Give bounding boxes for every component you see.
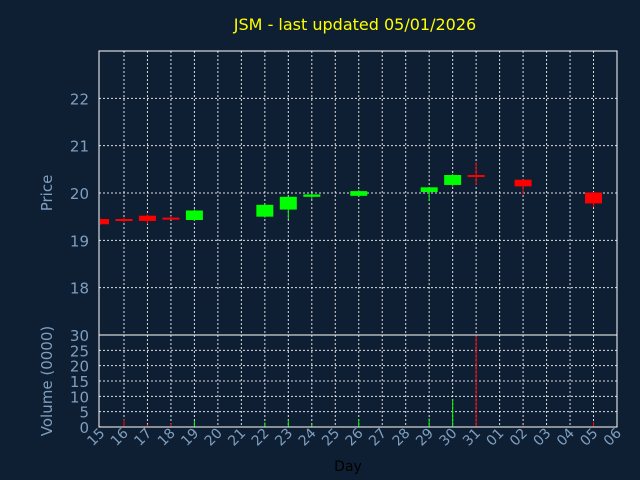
x-axis-label: Day bbox=[334, 459, 362, 475]
x-tick-label: 26 bbox=[343, 425, 367, 449]
x-tick-label: 02 bbox=[507, 426, 531, 450]
candle-body bbox=[185, 210, 203, 220]
x-tick-label: 24 bbox=[296, 425, 320, 449]
candle-body bbox=[162, 217, 180, 220]
x-tick-label: 06 bbox=[601, 425, 625, 449]
x-tick-label: 31 bbox=[460, 426, 484, 450]
candle-body bbox=[279, 196, 297, 210]
candle-body bbox=[100, 219, 109, 225]
candle-body bbox=[138, 215, 156, 221]
candle-body bbox=[585, 192, 603, 204]
price-tick-labels: 18 19 20 21 22 bbox=[70, 90, 89, 297]
x-tick-label: 05 bbox=[577, 426, 601, 450]
price-tick-label: 18 bbox=[70, 280, 89, 298]
price-tick-label: 22 bbox=[70, 90, 89, 108]
price-tick-label: 20 bbox=[70, 185, 89, 203]
volume-tick-label: 10 bbox=[70, 388, 89, 406]
volume-grid bbox=[99, 335, 617, 427]
candle-body bbox=[467, 175, 485, 178]
candle-body bbox=[350, 191, 368, 196]
volume-tick-label: 15 bbox=[70, 373, 89, 391]
x-tick-label: 04 bbox=[554, 425, 578, 449]
volume-panel-frame bbox=[98, 334, 618, 428]
candle-body bbox=[256, 204, 274, 217]
volume-tick-label: 30 bbox=[70, 327, 89, 345]
volume-tick-label: 5 bbox=[79, 404, 89, 422]
x-tick-label: 29 bbox=[413, 426, 437, 450]
candle-body bbox=[115, 219, 133, 222]
x-tick-labels: 15 16 17 18 19 20 21 22 23 24 25 26 27 28 29 30 31 01 02 03… bbox=[84, 425, 624, 449]
candle-body bbox=[420, 187, 438, 193]
x-tick-label: 22 bbox=[249, 426, 273, 450]
x-tick-label: 17 bbox=[131, 426, 155, 450]
candle-body bbox=[303, 194, 321, 197]
x-tick-label: 23 bbox=[272, 426, 296, 450]
x-tick-label: 19 bbox=[178, 426, 202, 450]
x-tick-label: 28 bbox=[390, 426, 414, 450]
price-axis-label: Price bbox=[38, 175, 56, 212]
chart-title: JSM - last updated 05/01/2026 bbox=[233, 15, 476, 34]
x-tick-label: 18 bbox=[155, 426, 179, 450]
x-tick-label: 16 bbox=[108, 425, 132, 449]
x-tick-label: 03 bbox=[530, 426, 554, 450]
price-tick-label: 21 bbox=[70, 138, 89, 156]
x-tick-label: 30 bbox=[437, 426, 461, 450]
volume-tick-label: 25 bbox=[70, 342, 89, 360]
candle-body bbox=[514, 179, 532, 187]
volume-tick-label: 20 bbox=[70, 358, 89, 376]
volume-tick-label: 0 bbox=[79, 419, 89, 437]
x-tick-label: 25 bbox=[319, 426, 343, 450]
volume-axis-label: Volume (0000) bbox=[38, 326, 56, 436]
price-tick-label: 19 bbox=[70, 232, 89, 250]
x-tick-label: 01 bbox=[484, 426, 508, 450]
x-tick-label: 21 bbox=[225, 426, 249, 450]
x-tick-label: 27 bbox=[366, 426, 390, 450]
candle-body bbox=[444, 175, 462, 185]
x-tick-label: 20 bbox=[202, 426, 226, 450]
candles bbox=[100, 162, 603, 225]
